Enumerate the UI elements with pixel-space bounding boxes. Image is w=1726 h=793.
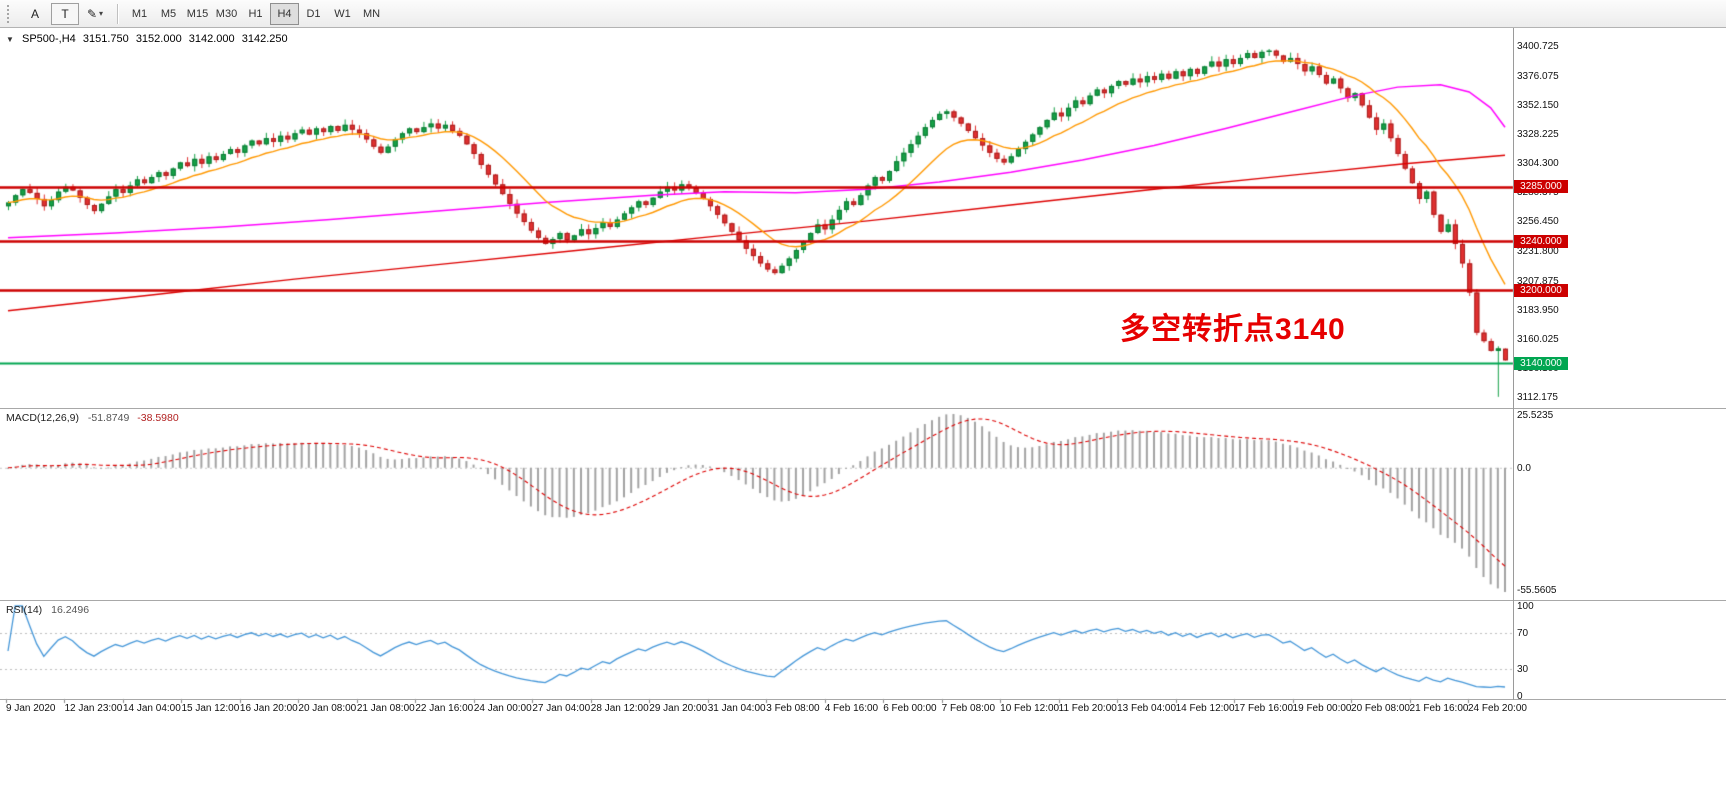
toolbar-separator [117, 3, 118, 24]
macd-axis-label: 0.0 [1517, 462, 1531, 474]
rsi-axis-label: 70 [1517, 628, 1529, 639]
time-axis-label: 12 Jan 23:00 [64, 703, 123, 714]
macd-main-value: -51.8749 [87, 412, 130, 424]
cursor-button-label: A [30, 6, 39, 21]
chevron-down-icon: ▾ [99, 9, 104, 18]
ohlc-high: 3152.000 [135, 33, 182, 45]
time-axis-label: 15 Jan 12:00 [181, 703, 240, 714]
time-axis-label: 21 Jan 08:00 [356, 703, 415, 714]
price-axis-label: 3376.075 [1517, 71, 1559, 83]
price-axis-label: 3304.300 [1517, 158, 1559, 170]
chart-canvas[interactable] [0, 28, 1726, 793]
time-axis-label: 13 Feb 04:00 [1117, 703, 1177, 714]
time-axis-label: 4 Feb 16:00 [824, 703, 879, 714]
price-axis-label: 3207.875 [1517, 275, 1559, 287]
chart-title: ▼ SP500-,H4 3151.750 3152.000 3142.000 3… [6, 33, 292, 45]
cursor-button[interactable]: A [21, 3, 49, 25]
timeframe-button-M1[interactable]: M1 [131, 7, 148, 20]
price-level-badge: 3240.000 [1514, 234, 1568, 248]
time-axis-label: 24 Feb 20:00 [1468, 703, 1527, 714]
time-axis-label: 10 Feb 12:00 [1000, 703, 1060, 714]
time-axis-label: 31 Jan 04:00 [707, 703, 766, 714]
collapse-icon[interactable]: ▼ [6, 35, 14, 44]
macd-signal-value: -38.5980 [137, 412, 179, 424]
pane-separator-macd-rsi[interactable] [0, 600, 1726, 601]
time-axis-label: 20 Jan 08:00 [298, 703, 357, 714]
macd-axis-label: 25.5235 [1517, 410, 1554, 421]
time-axis-label: 28 Jan 12:00 [590, 703, 649, 714]
time-axis-label: 16 Jan 20:00 [239, 703, 298, 714]
time-axis-label: 14 Feb 12:00 [1175, 703, 1235, 714]
text-tool-button[interactable]: T [51, 2, 79, 25]
price-axis-label: 3352.150 [1517, 100, 1559, 112]
ohlc-close: 3142.250 [241, 33, 288, 45]
price-axis-label: 3400.725 [1517, 41, 1559, 53]
price-level-badge: 3200.000 [1514, 283, 1568, 297]
price-scale-border[interactable] [1513, 28, 1514, 700]
time-axis-label: 6 Feb 00:00 [883, 703, 937, 714]
rsi-axis-label: 100 [1517, 601, 1534, 612]
time-axis-label: 7 Feb 08:00 [941, 703, 996, 714]
time-axis-border [0, 699, 1726, 700]
time-axis-label: 27 Jan 04:00 [532, 703, 591, 714]
chart-annotation-text: 多空转折点3140 [1120, 313, 1346, 346]
macd-axis-label: -55.5605 [1517, 585, 1557, 596]
ohlc-low: 3142.000 [188, 33, 235, 45]
macd-name: MACD(12,26,9) [6, 412, 79, 424]
time-axis-label: 22 Jan 16:00 [415, 703, 474, 714]
time-axis-label: 9 Jan 2020 [6, 703, 56, 714]
price-axis-label: 3328.225 [1517, 129, 1559, 141]
symbol-period: SP500-,H4 [21, 33, 76, 45]
price-axis-label: 3256.450 [1517, 216, 1559, 228]
timeframe-button-H1[interactable]: H1 [248, 7, 263, 20]
pencil-icon: ✎ [86, 6, 98, 21]
timeframe-button-M30[interactable]: M30 [215, 7, 238, 20]
timeframe-group: M1 M5 M15 M30 H1 H4 D1 W1 MN [125, 2, 386, 25]
time-axis-label: 19 Feb 00:00 [1292, 703, 1352, 714]
rsi-axis-label: 30 [1517, 664, 1529, 675]
price-axis-label: 3231.800 [1517, 246, 1559, 258]
ohlc-open: 3151.750 [82, 33, 129, 45]
time-axis-label: 24 Jan 00:00 [473, 703, 532, 714]
time-axis-label: 29 Jan 20:00 [649, 703, 708, 714]
toolbar: A T ✎ ▾ M1 M5 M15 M30 H1 H4 D1 W1 MN [0, 0, 1726, 28]
time-axis-label: 11 Feb 20:00 [1058, 703, 1117, 714]
toolbar-grip[interactable] [7, 4, 13, 23]
rsi-value: 16.2496 [51, 604, 90, 616]
price-axis-label: 3183.950 [1517, 304, 1559, 316]
timeframe-button-H4[interactable]: H4 [270, 2, 299, 25]
timeframe-button-M5[interactable]: M5 [160, 7, 177, 20]
time-axis-label: 20 Feb 08:00 [1351, 703, 1410, 714]
timeframe-button-M15[interactable]: M15 [186, 7, 209, 20]
rsi-name: RSI(14) [6, 604, 43, 616]
text-tool-button-label: T [61, 6, 69, 21]
draw-tools-button[interactable]: ✎ ▾ [81, 3, 109, 25]
time-axis-label: 3 Feb 08:00 [766, 703, 820, 714]
timeframe-button-D1[interactable]: D1 [306, 7, 321, 20]
time-axis-label: 21 Feb 16:00 [1409, 703, 1469, 714]
timeframe-button-W1[interactable]: W1 [334, 7, 351, 20]
price-axis-label: 3112.175 [1517, 391, 1558, 403]
timeframe-button-MN[interactable]: MN [362, 7, 381, 20]
price-level-badge: 3140.000 [1514, 356, 1568, 370]
rsi-label: RSI(14) 16.2496 [6, 604, 89, 616]
pane-separator-main-macd[interactable] [0, 408, 1726, 409]
rsi-axis-label: 0 [1517, 691, 1523, 702]
macd-label: MACD(12,26,9) -51.8749 -38.5980 [6, 412, 179, 424]
time-axis-label: 14 Jan 04:00 [122, 703, 181, 714]
price-level-badge: 3285.000 [1514, 180, 1568, 194]
time-axis-label: 17 Feb 16:00 [1234, 703, 1294, 714]
price-axis-label: 3160.025 [1517, 333, 1559, 345]
